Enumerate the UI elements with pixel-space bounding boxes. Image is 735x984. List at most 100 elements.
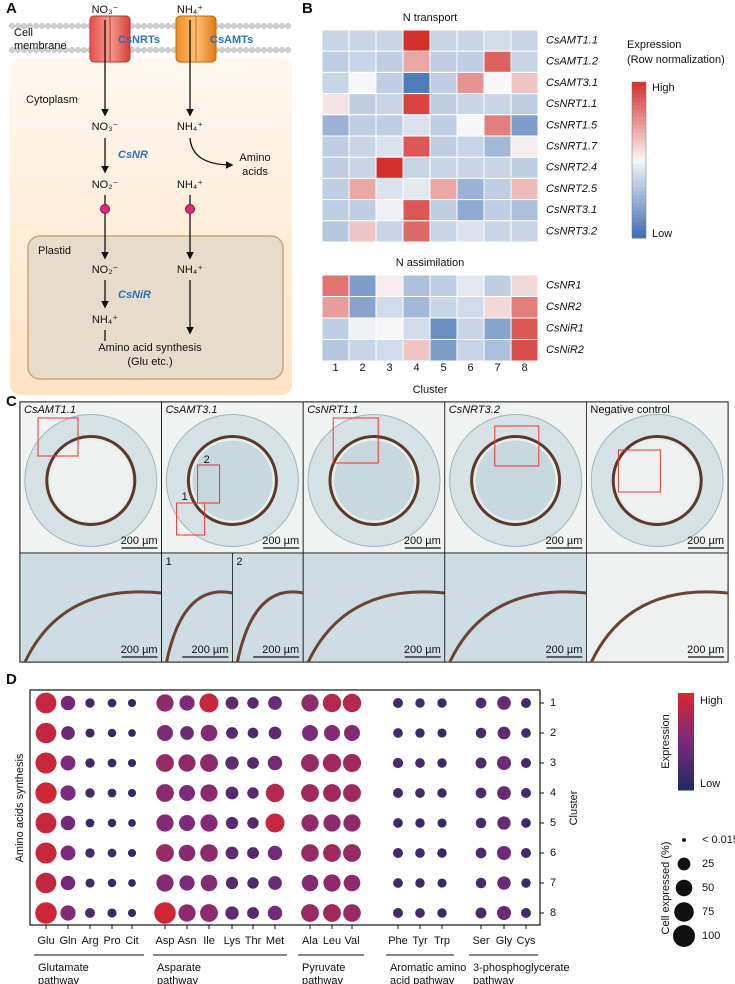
synthesis: (Glu etc.) <box>127 356 172 368</box>
cluster-label: 3 <box>550 757 556 769</box>
heat-cell <box>510 135 539 158</box>
inset-label: 2 <box>236 556 242 568</box>
x-tick-label: 4 <box>413 362 419 374</box>
heat-cell <box>321 93 350 116</box>
plastid-transporter <box>185 204 195 214</box>
lipid <box>69 23 75 29</box>
transporter-label: CsNRTs <box>118 34 160 46</box>
lipid <box>27 47 33 53</box>
membrane-label: Cell <box>14 27 33 39</box>
colorbar-segment <box>678 697 694 701</box>
cluster-label: 2 <box>550 727 556 739</box>
lipid <box>147 23 153 29</box>
x-axis-title: Cluster <box>413 384 448 396</box>
lipid <box>225 47 231 53</box>
colorbar-segment <box>632 101 646 106</box>
x-tick-label: Asn <box>178 935 197 947</box>
dot <box>475 697 487 709</box>
colorbar-segment <box>678 741 694 745</box>
dot <box>521 878 531 888</box>
heat-cell <box>510 296 539 319</box>
heat-cell <box>483 29 512 52</box>
size-legend-label: 50 <box>702 882 714 894</box>
colorbar-segment <box>632 113 646 118</box>
ion: NH₄⁺ <box>177 264 203 276</box>
heat-cell <box>510 114 539 137</box>
colorbar-segment <box>632 124 646 130</box>
colorbar-segment <box>678 693 694 696</box>
lipid <box>57 47 63 53</box>
gene-label: CsNRT3.2 <box>546 225 597 237</box>
zoom-ring <box>165 590 233 663</box>
gene-label: CsNRT2.4 <box>546 162 597 174</box>
heat-cell <box>483 71 512 95</box>
cluster-label: 1 <box>550 697 556 709</box>
colorbar-segment <box>678 700 694 704</box>
heat-cell <box>456 50 485 73</box>
zoom-ring <box>235 590 304 663</box>
colorbar-segment <box>632 179 646 184</box>
heat-cell <box>402 29 431 52</box>
lipid <box>219 47 225 53</box>
colorbar-segment <box>632 152 646 157</box>
size-legend-label: 25 <box>702 858 714 870</box>
dot <box>127 908 137 918</box>
lipid <box>285 47 291 53</box>
x-tick-label: Tyr <box>412 935 428 947</box>
size-legend-label: < 0.015 <box>702 834 735 846</box>
heat-cell <box>429 339 458 362</box>
colorbar-segment <box>678 773 694 776</box>
colorbar-segment <box>678 712 694 716</box>
y-axis-title: Cluster <box>568 790 580 825</box>
stele <box>334 440 414 521</box>
size-legend-label: 75 <box>702 906 714 918</box>
heat-cell <box>510 177 539 201</box>
dot <box>107 818 117 828</box>
ion: NO₃⁻ <box>92 121 119 133</box>
group-label: Asparate <box>157 962 201 974</box>
heat-cell <box>321 199 350 222</box>
dot <box>301 784 319 802</box>
colorbar-segment <box>678 768 694 772</box>
lipid <box>63 23 69 29</box>
dot <box>343 874 361 892</box>
heat-cell <box>348 274 377 297</box>
ion: NO₂⁻ <box>92 179 119 191</box>
heat-cell <box>429 177 458 201</box>
amino-acids: Amino <box>239 152 270 164</box>
heat-cell <box>348 156 377 179</box>
heat-cell <box>321 177 350 201</box>
dot <box>200 844 218 862</box>
lipid <box>69 47 75 53</box>
heat-cell <box>510 93 539 116</box>
heat-cell <box>483 93 512 116</box>
x-tick-label: Leu <box>323 935 341 947</box>
lipid <box>33 23 39 29</box>
dot <box>85 758 95 768</box>
dot <box>35 722 57 744</box>
dot <box>200 754 218 772</box>
gene-label: CsAMT1.2 <box>546 56 598 68</box>
dot <box>393 848 403 858</box>
heat-cell <box>456 339 485 362</box>
dot <box>178 904 196 922</box>
heat-cell <box>348 114 377 137</box>
scale-bar-label: 200 µm <box>262 535 299 547</box>
dot <box>497 876 511 890</box>
dot <box>437 848 447 858</box>
legend-label: High <box>700 695 723 707</box>
dot <box>437 728 447 738</box>
dot <box>35 902 57 924</box>
gene-label: CsNiR2 <box>546 344 584 356</box>
dot <box>61 726 75 740</box>
scale-bar-label: 200 µm <box>545 644 582 656</box>
heat-cell <box>375 135 404 158</box>
dot <box>342 693 362 713</box>
x-tick-label: Trp <box>434 935 450 947</box>
dot <box>179 785 195 801</box>
colorbar-segment <box>678 760 694 764</box>
dot <box>497 726 511 740</box>
dot <box>521 758 531 768</box>
dot <box>154 902 176 924</box>
dot <box>343 844 361 862</box>
